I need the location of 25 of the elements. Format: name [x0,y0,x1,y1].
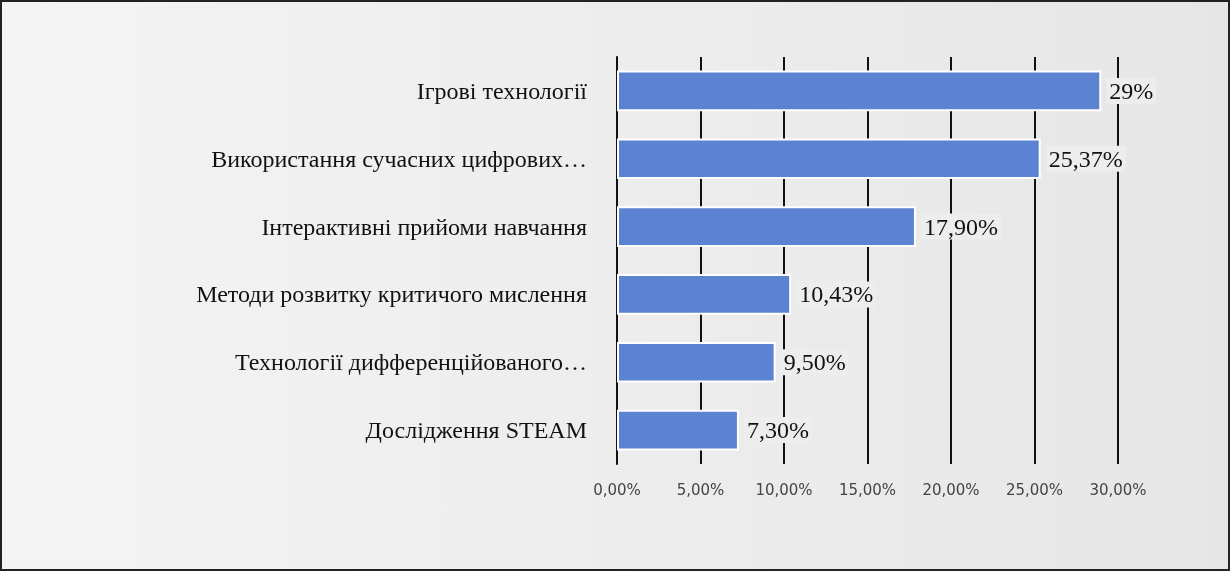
data-label: 29% [1109,77,1154,104]
x-tick-label: 15,00% [838,480,897,499]
x-tick-label: 0,00% [593,480,641,499]
y-tick-label: Ігрові технології [416,77,588,104]
y-tick-label: Технології дифференційованого… [234,349,587,376]
bar [617,138,1041,180]
data-label: 25,37% [1048,145,1123,172]
y-tick-label: Інтерактивні прийоми навчання [261,213,587,240]
x-tick-label: 20,00% [922,480,980,499]
data-label: 17,90% [923,213,998,240]
y-tick-label: Дослідження STEAM [365,417,587,444]
x-tick-label: 30,00% [1089,480,1147,499]
data-label: 7,30% [746,417,809,444]
y-tick-label: Методи розвитку критичого мислення [196,281,587,308]
data-label: 9,50% [783,349,846,376]
bar [617,341,776,383]
bar [617,70,1102,112]
data-label: 10,43% [799,281,874,308]
x-tick-label: 10,00% [755,480,813,499]
bar [617,206,916,247]
x-tick-label: 25,00% [1005,480,1064,499]
bar [617,409,739,451]
x-tick-label: 5,00% [676,480,725,499]
bar [617,274,792,315]
y-tick-label: Використання сучасних цифрових… [211,145,587,172]
